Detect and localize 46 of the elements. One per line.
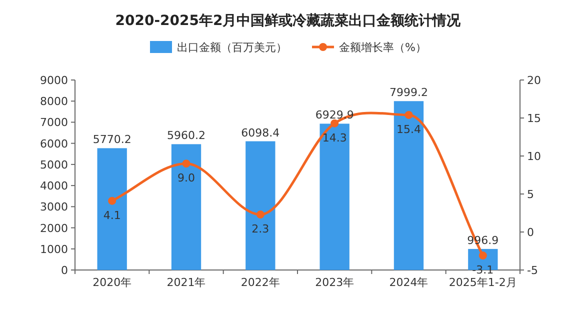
- data-label: -3.1: [472, 264, 494, 277]
- legend-label: 金额增长率（%）: [339, 41, 426, 54]
- x-tick-label: 2024年: [389, 276, 428, 289]
- bar: [171, 144, 202, 270]
- point: [108, 196, 116, 205]
- point: [256, 210, 264, 219]
- x-tick-label: 2023年: [315, 276, 354, 289]
- data-label: 5770.2: [92, 133, 132, 146]
- y2-tick-label: 0: [527, 226, 534, 239]
- bar: [97, 148, 127, 270]
- bar: [246, 141, 276, 270]
- y-tick-label: 4000: [40, 180, 68, 193]
- x-tick-label: 2021年: [166, 276, 206, 289]
- data-label: 15.4: [396, 122, 421, 136]
- data-label: 6929.9: [315, 108, 354, 122]
- x-tick-label: 2022年: [240, 276, 280, 289]
- bar: [394, 101, 424, 270]
- y-tick-label: 7000: [40, 116, 68, 130]
- point: [182, 160, 190, 168]
- y-tick-label: 3000: [40, 200, 68, 214]
- y-tick-label: 8000: [40, 95, 68, 108]
- data-label: 6098.4: [241, 126, 280, 140]
- y-tick-label: 0: [61, 264, 68, 277]
- y2-tick-label: -5: [527, 264, 538, 277]
- data-label: 5960.2: [167, 129, 206, 142]
- legend-label: 出口金额（百万美元）: [177, 41, 287, 54]
- y-tick-label: 5000: [40, 158, 68, 172]
- data-label: 14.3: [322, 131, 347, 144]
- y2-tick-label: 20: [527, 74, 541, 87]
- x-tick-label: 2025年1-2月: [448, 276, 517, 289]
- data-label: 7999.2: [390, 86, 428, 100]
- point: [330, 119, 339, 128]
- data-label: 9.0: [178, 172, 195, 185]
- x-tick-label: 2020年: [92, 276, 132, 289]
- y-tick-label: 1000: [40, 242, 68, 256]
- point: [404, 110, 413, 119]
- y-tick-label: 6000: [40, 137, 68, 150]
- y2-tick-label: 5: [527, 188, 534, 201]
- data-label: 4.1: [103, 208, 121, 222]
- data-label: 2.3: [252, 222, 270, 236]
- y2-tick-label: 10: [527, 150, 541, 163]
- y-tick-label: 2000: [40, 222, 68, 235]
- bar: [320, 124, 350, 270]
- y-tick-label: 9000: [40, 74, 68, 87]
- chart-title: 2020-2025年2月中国鲜或冷藏蔬菜出口金额统计情况: [115, 12, 462, 29]
- y2-tick-label: 15: [527, 112, 541, 125]
